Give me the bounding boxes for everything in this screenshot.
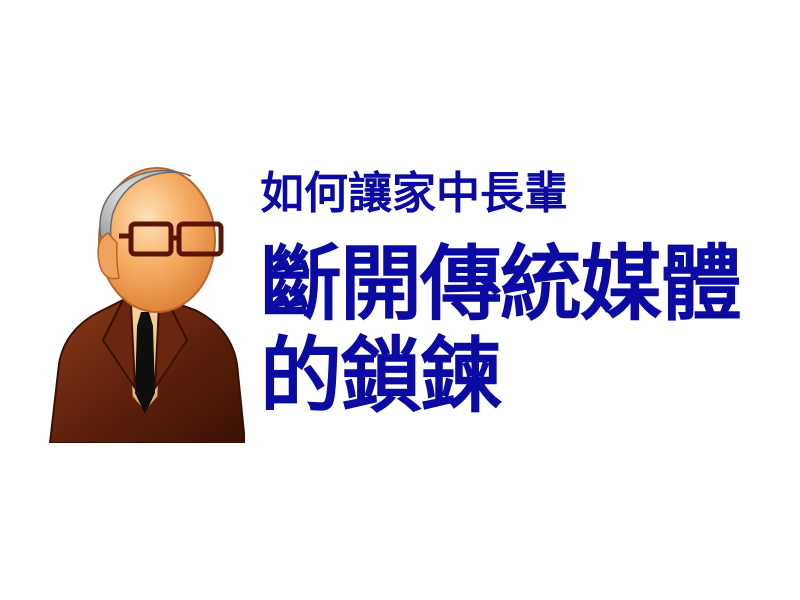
headline-line-2: 的鎖鍊 <box>260 329 502 424</box>
headline-line-1: 斷開傳統媒體 <box>260 237 742 332</box>
elderly-man-avatar-icon <box>48 167 245 443</box>
glasses-icon <box>119 221 224 257</box>
ear-shape <box>97 232 120 280</box>
title-block: 如何讓家中長輩 斷開傳統媒體 的鎖鍊 <box>260 168 780 428</box>
tie-shape <box>135 312 155 414</box>
subtitle: 如何讓家中長輩 <box>260 168 568 219</box>
face-shape <box>98 167 216 313</box>
